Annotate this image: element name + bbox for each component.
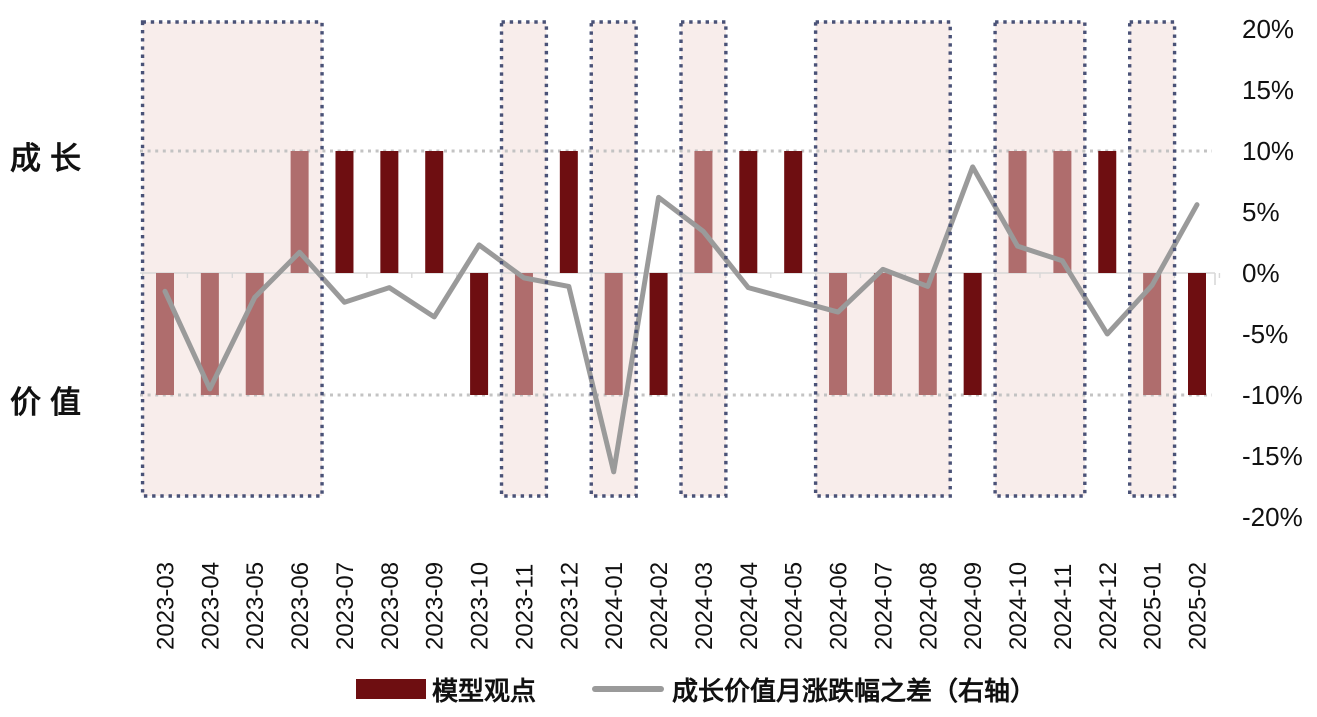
- model-view-bar-2023-09: [425, 151, 444, 273]
- model-view-bar-2023-04: [200, 273, 219, 395]
- right-axis-tick-label: 5%: [1242, 197, 1280, 227]
- highlight-region-borders: [140, 20, 1177, 498]
- model-view-bar-2025-01: [1143, 273, 1162, 395]
- model-view-bar-2023-10: [470, 273, 489, 395]
- highlight-region: [501, 22, 547, 496]
- legend-label-diff-line: 成长价值月涨跌幅之差（右轴）: [672, 675, 1037, 706]
- highlight-region-border: [993, 20, 1087, 498]
- x-axis-month-label: 2025-02: [1185, 562, 1212, 650]
- model-view-bar-2024-03: [694, 151, 713, 273]
- x-axis-month-label: 2023-12: [556, 562, 583, 650]
- right-axis-tick-label: 0%: [1242, 258, 1280, 288]
- x-axis-month-label: 2023-06: [287, 562, 314, 650]
- right-axis-tick-label: 15%: [1242, 75, 1294, 105]
- highlight-region-border: [679, 20, 728, 498]
- x-axis-month-label: 2024-04: [736, 562, 763, 650]
- x-axis-month-label: 2024-02: [646, 562, 673, 650]
- model-view-bar-2024-08: [918, 273, 937, 395]
- model-view-bar-2025-02: [1188, 273, 1206, 395]
- x-axis-month-label: 2024-11: [1050, 564, 1077, 650]
- x-axis-month-label: 2025-01: [1140, 562, 1167, 650]
- x-axis-month-label: 2023-08: [377, 562, 404, 650]
- right-axis-tick-label: 20%: [1242, 14, 1294, 44]
- model-view-bar-2023-11: [514, 273, 533, 395]
- model-view-bar-2023-06: [290, 151, 309, 273]
- x-axis-month-label: 2023-09: [422, 562, 449, 650]
- highlight-region-fills: [142, 22, 1175, 496]
- legend-label-model-view: 模型观点: [432, 675, 537, 706]
- highlight-region-border: [1127, 20, 1177, 498]
- x-axis-month-label: 2023-05: [242, 562, 269, 650]
- x-axis-month-label: 2024-12: [1095, 562, 1122, 650]
- legend-item-diff-line: 成长价值月涨跌幅之差（右轴）: [592, 671, 1036, 708]
- left-axis-label-growth: 成长: [10, 141, 90, 176]
- highlight-region-border: [813, 20, 952, 498]
- x-axis-month-label: 2023-11: [511, 564, 538, 650]
- chart-plot-area: 20% 15% 10% 5% 0% -5% -10% -15% -20% 2023-03 2023-…: [140, 14, 1303, 650]
- legend-item-model-view: 模型观点: [356, 671, 536, 708]
- x-axis-month-label: 2024-03: [691, 562, 718, 650]
- model-view-bar-2024-07: [873, 273, 892, 395]
- left-axis-label-value: 价值: [10, 385, 90, 420]
- model-view-bar-2024-02: [649, 273, 668, 395]
- x-axis-month-label: 2024-01: [601, 562, 628, 650]
- model-view-bar-2024-05: [784, 151, 803, 273]
- right-axis-tick-label: -15%: [1242, 441, 1303, 471]
- legend-line-swatch: [592, 686, 665, 692]
- x-axis-month-label: 2023-07: [332, 562, 359, 650]
- model-view-bars: [156, 151, 1206, 395]
- model-view-bar-2024-10: [1008, 151, 1027, 273]
- model-view-bar-2023-08: [380, 151, 399, 273]
- highlight-region-border: [589, 20, 638, 498]
- axis-tick-labels: 20% 15% 10% 5% 0% -5% -10% -15% -20% 2023-03 2023-…: [153, 14, 1303, 650]
- x-axis-month-label: 2024-06: [826, 562, 853, 650]
- right-axis-tick-label: -5%: [1242, 319, 1288, 349]
- legend-bar-swatch: [356, 679, 426, 699]
- highlight-region: [815, 22, 951, 496]
- x-axis-month-label: 2023-03: [153, 562, 180, 650]
- right-axis-tick-label: -20%: [1242, 502, 1303, 532]
- x-axis-month-label: 2024-07: [870, 562, 897, 650]
- model-view-bar-2024-12: [1098, 151, 1117, 273]
- legend: 模型观点 成长价值月涨跌幅之差（右轴）: [356, 671, 1036, 707]
- highlight-region: [591, 22, 637, 496]
- right-axis-tick-label: 10%: [1242, 136, 1294, 166]
- x-axis-month-label: 2023-10: [467, 562, 494, 650]
- right-axis-tick-label: -10%: [1242, 380, 1303, 410]
- model-view-bar-2023-12: [559, 151, 578, 273]
- x-axis-month-label: 2024-05: [781, 562, 808, 650]
- model-view-bar-2024-01: [604, 273, 623, 395]
- x-axis-month-label: 2024-08: [915, 562, 942, 650]
- model-view-bar-2024-04: [739, 151, 758, 273]
- model-view-bar-2024-09: [963, 273, 982, 395]
- highlight-region-border: [499, 20, 549, 498]
- x-axis-month-label: 2024-09: [960, 562, 987, 650]
- x-axis-month-label: 2024-10: [1005, 562, 1032, 650]
- model-view-bar-2023-07: [335, 151, 354, 273]
- model-view-bar-2024-06: [829, 273, 848, 395]
- model-view-bar-2024-11: [1053, 151, 1072, 273]
- x-axis-month-label: 2023-04: [197, 562, 224, 650]
